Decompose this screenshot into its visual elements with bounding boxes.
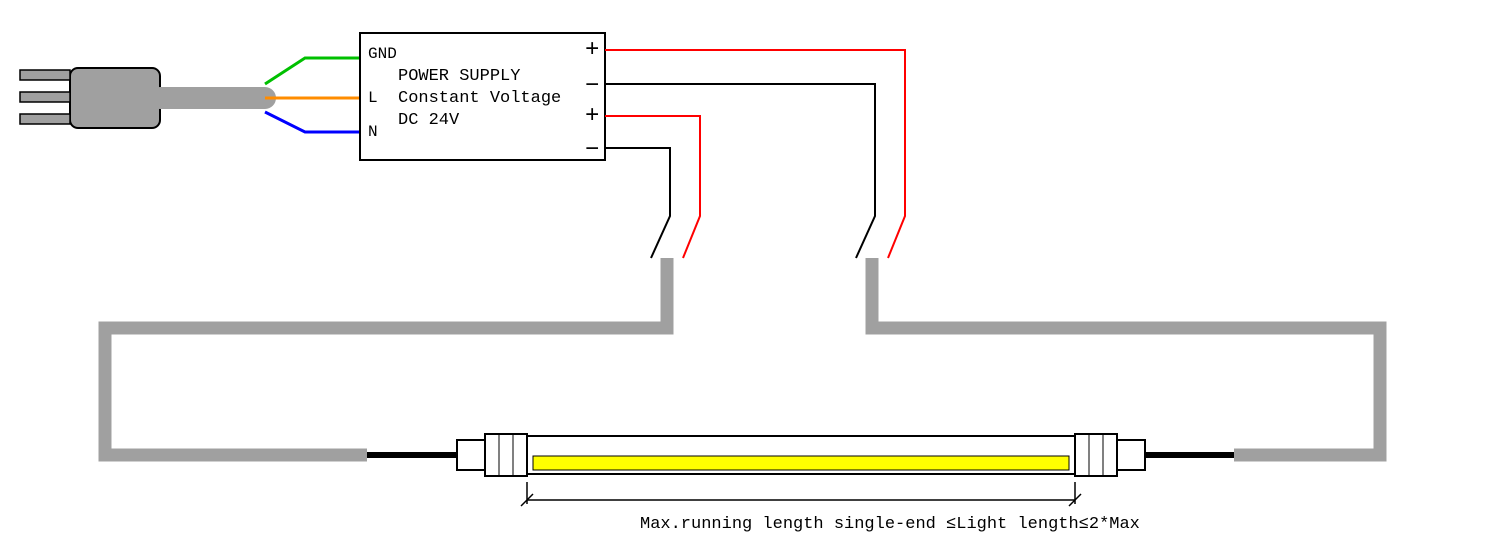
- dc-wire-pos2: [605, 116, 700, 258]
- tube-conn-left: [457, 440, 485, 470]
- plug-prong-2: [20, 114, 70, 124]
- psu-label-left: N: [368, 123, 378, 141]
- ac-wire-gnd: [265, 58, 361, 84]
- psu-terminal: +: [585, 37, 599, 64]
- diagram-svg: GND LN POWER SUPPLY Constant Voltage DC 24V +…: [0, 0, 1500, 551]
- tube-nut-left: [485, 434, 527, 476]
- ac-wire-neutral: [265, 112, 361, 132]
- dc-wire-neg1: [605, 84, 875, 258]
- gray-run-drop1: [105, 258, 667, 455]
- psu-label-center: POWER SUPPLY: [398, 67, 520, 86]
- psu-terminal: +: [585, 103, 599, 130]
- tube-nut-right: [1075, 434, 1117, 476]
- dc-wire-pos1: [605, 50, 905, 258]
- psu-terminal: −: [585, 73, 599, 100]
- psu-terminal: −: [585, 137, 599, 164]
- gray-run-drop2: [872, 258, 1380, 455]
- wiring-diagram: GND LN POWER SUPPLY Constant Voltage DC 24V +…: [0, 0, 1500, 551]
- dimension-label: Max.running length single-end ≤Light len…: [640, 515, 1140, 534]
- tube-led-strip: [533, 456, 1069, 470]
- psu-label-left: L: [368, 89, 378, 107]
- psu-label-left: GND: [368, 45, 397, 63]
- dc-wire-neg2: [605, 148, 670, 258]
- psu-label-center: Constant Voltage: [398, 89, 561, 108]
- plug-prong-1: [20, 92, 70, 102]
- plug-body: [70, 68, 160, 128]
- plug-prong-0: [20, 70, 70, 80]
- tube-conn-right: [1117, 440, 1145, 470]
- psu-label-center: DC 24V: [398, 111, 460, 130]
